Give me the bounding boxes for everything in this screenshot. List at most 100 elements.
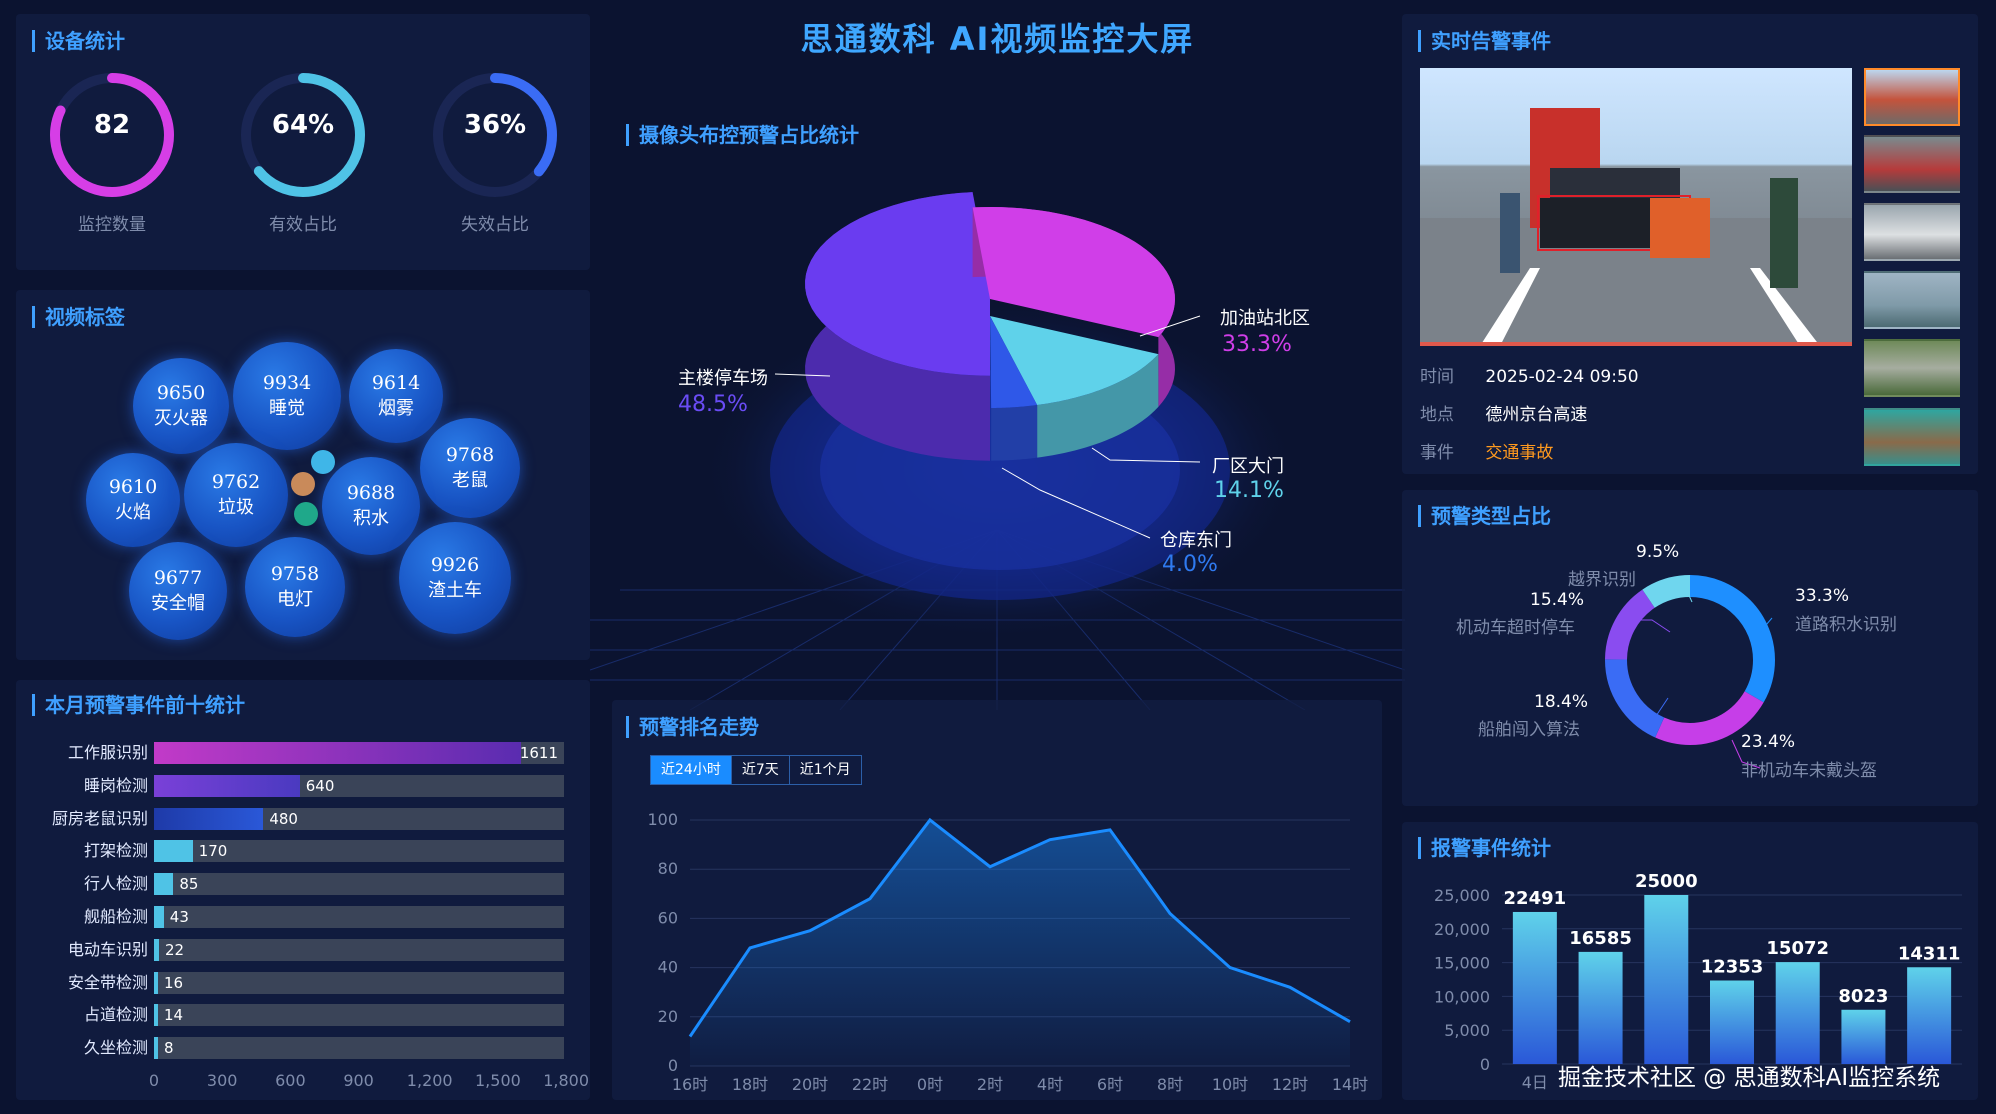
- alert-place-row: 地点 德州京台高速: [1420, 400, 1587, 425]
- bar-track: 22: [154, 938, 564, 961]
- trend-x-tick: 20时: [792, 1075, 828, 1094]
- bar-value: 85: [179, 875, 199, 894]
- event-y-tick: 20,000: [1434, 920, 1490, 939]
- tag-bubble: 9610 火焰: [86, 453, 180, 547]
- event-bar-value: 15072: [1766, 938, 1829, 959]
- tab-24h[interactable]: 近24小时: [651, 756, 732, 784]
- alert-snapshot-image[interactable]: [1420, 68, 1852, 346]
- donut-slice-1: [1605, 575, 1775, 745]
- alert-thumb-2[interactable]: [1864, 135, 1960, 193]
- alert-thumb-5[interactable]: [1864, 339, 1960, 397]
- donut-pct-3: 15.4%: [1530, 590, 1585, 610]
- tag-count: 9768: [445, 444, 495, 466]
- alert-time-value: 2025-02-24 09:50: [1485, 367, 1639, 387]
- bar-value: 14: [164, 1006, 184, 1025]
- bar-fill: [154, 1037, 158, 1060]
- bar-label: 打架检测: [83, 841, 148, 861]
- tag-count: 9688: [346, 482, 396, 504]
- alert-types-title: 预警类型占比: [1418, 505, 1551, 527]
- event-y-tick: 5,000: [1444, 1021, 1490, 1040]
- tab-7d[interactable]: 近7天: [732, 756, 790, 784]
- bar-value: 640: [305, 776, 335, 795]
- event-bar-value: 8023: [1838, 986, 1888, 1007]
- alert-thumb-6[interactable]: [1864, 408, 1960, 466]
- event-bar: [1512, 911, 1557, 1064]
- gauge-arc-2: [433, 73, 557, 197]
- top10-axis-tick: 600: [275, 1071, 306, 1090]
- alert-title: 实时告警事件: [1418, 30, 1551, 52]
- bar-label: 舰船检测: [83, 907, 148, 926]
- tag-label: 灭火器: [154, 408, 208, 429]
- alert-event-row: 事件 交通事故: [1420, 438, 1553, 463]
- bar-label: 睡岗检测: [83, 775, 148, 795]
- table-row: 睡岗检测 640: [30, 774, 570, 797]
- trend-x-tick: 16时: [672, 1075, 708, 1094]
- trend-x-tick: 18时: [732, 1075, 768, 1094]
- trend-y-tick: 20: [658, 1007, 678, 1026]
- video-tags-title: 视频标签: [32, 306, 125, 328]
- pie-slice-1: [972, 207, 1175, 407]
- donut-name-0: 道路积水识别: [1795, 615, 1897, 635]
- trend-x-tick: 12时: [1272, 1075, 1308, 1094]
- event-x-tick: 4日: [1522, 1073, 1548, 1092]
- alert-thumb-3[interactable]: [1864, 203, 1960, 261]
- gauge-label-2: 失效占比: [461, 215, 529, 235]
- tag-label: 渣土车: [428, 580, 482, 601]
- event-bar: [1907, 967, 1952, 1064]
- alert-thumb-1[interactable]: [1864, 68, 1960, 126]
- camera-pie-title: 摄像头布控预警占比统计: [626, 124, 859, 146]
- event-bar-chart: 0 5,000 10,000 15,000 20,000 25,000 2249116585…: [1434, 871, 1962, 1092]
- bar-track: 480: [154, 807, 564, 830]
- trend-x-tick: 4时: [1037, 1075, 1063, 1094]
- event-bar-value: 16585: [1569, 928, 1632, 949]
- alert-time-row: 时间 2025-02-24 09:50: [1420, 362, 1639, 387]
- alert-place-value: 德州京台高速: [1485, 405, 1588, 425]
- bar-label: 厨房老鼠识别: [51, 808, 148, 828]
- table-row: 安全带检测 16: [30, 971, 570, 994]
- bar-label: 电动车识别: [67, 939, 148, 959]
- top10-axis-tick: 900: [343, 1071, 374, 1090]
- tag-count: 9614: [371, 372, 421, 394]
- tag-bubble: 9934 睡觉: [233, 342, 341, 450]
- gauge-value-1: 64%: [271, 110, 335, 140]
- bar-track: 8: [154, 1037, 564, 1060]
- pie-label-name: 主楼停车场: [678, 368, 768, 389]
- event-bar-value: 22491: [1504, 888, 1567, 909]
- tag-bubble: 9650 灭火器: [133, 358, 229, 454]
- bar-label: 行人检测: [83, 874, 148, 894]
- event-bar: [1841, 1009, 1886, 1064]
- donut-pct-0: 33.3%: [1795, 586, 1850, 606]
- tag-count: 9610: [108, 476, 158, 498]
- gauge-label-1: 有效占比: [269, 215, 337, 235]
- top10-axis-tick: 1,500: [475, 1071, 521, 1090]
- trend-x-tick: 6时: [1097, 1075, 1123, 1094]
- event-y-tick: 0: [1480, 1055, 1490, 1074]
- tab-1m[interactable]: 近1个月: [799, 762, 851, 778]
- trend-area: [690, 820, 1350, 1066]
- trend-y-tick: 40: [658, 958, 678, 977]
- pie-label-name: 加油站北区: [1220, 308, 1310, 329]
- alert-event-value: 交通事故: [1485, 443, 1554, 463]
- gauge-label-0: 监控数量: [78, 215, 146, 235]
- bar-track: 14: [154, 1004, 564, 1027]
- alert-types-panel: [1402, 490, 1978, 806]
- bar-value: 170: [198, 842, 228, 861]
- top10-axis-tick: 1,800: [543, 1071, 589, 1090]
- trend-x-tick: 8时: [1157, 1075, 1183, 1094]
- gauge-arc-1: [241, 73, 365, 197]
- bar-track: 85: [154, 873, 564, 896]
- bar-track: 170: [154, 840, 564, 863]
- top10-axis-tick: 1,200: [406, 1071, 453, 1090]
- event-bar: [1644, 895, 1689, 1064]
- tag-label: 老鼠: [452, 470, 488, 491]
- tag-count: 9762: [211, 471, 261, 493]
- bar-label: 工作服识别: [67, 743, 148, 762]
- camera-pie-chart: [590, 192, 1405, 710]
- device-stats-panel: [16, 14, 590, 270]
- alert-thumb-4[interactable]: [1864, 271, 1960, 329]
- decor-dot-cyan: [311, 450, 335, 474]
- table-row: 打架检测 170: [30, 840, 570, 863]
- tag-label: 睡觉: [269, 398, 305, 419]
- table-row: 占道检测 14: [30, 1004, 570, 1027]
- event-bar-value: 14311: [1898, 943, 1961, 964]
